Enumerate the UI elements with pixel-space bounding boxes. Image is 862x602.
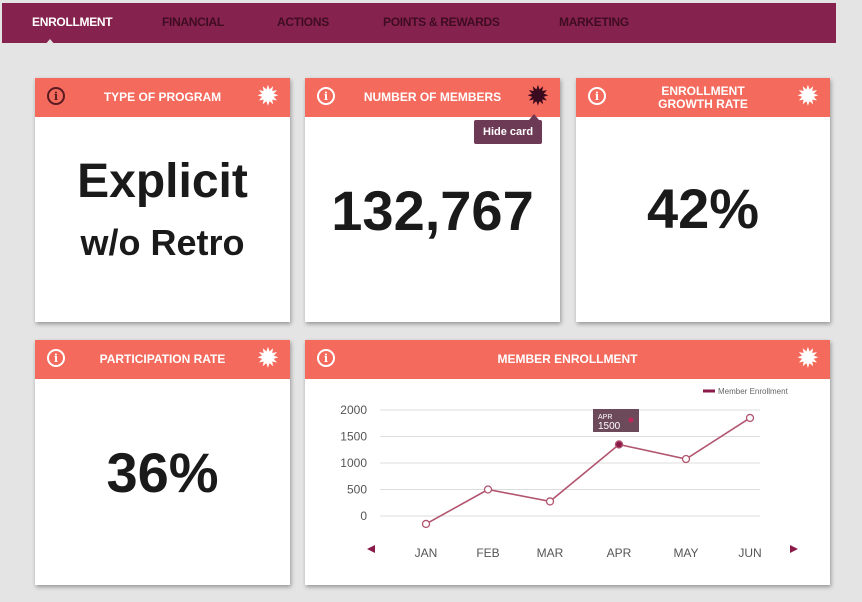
card-type-of-program: i TYPE OF PROGRAM ✹ Explicit w/o Retro — [35, 78, 290, 322]
data-point — [745, 413, 755, 423]
legend-label: Member Enrollment — [718, 387, 789, 396]
program-type-value: Explicit — [77, 155, 248, 208]
data-point — [421, 519, 431, 529]
card-title: MEMBER ENROLLMENT — [497, 352, 638, 366]
hide-card-tooltip[interactable]: Hide card — [474, 114, 543, 144]
card-title: ENROLLMENT GROWTH RATE — [658, 83, 748, 111]
card-header: i MEMBER ENROLLMENT ✹ — [305, 340, 830, 379]
active-tab-indicator — [44, 39, 56, 46]
tooltip-dot — [628, 417, 634, 423]
gear-icon[interactable]: ✹ — [257, 83, 278, 110]
info-icon[interactable]: i — [588, 87, 606, 105]
data-point — [681, 454, 691, 464]
card-header: i PARTICIPATION RATE ✹ — [35, 340, 290, 379]
y-tick-label: 500 — [347, 483, 367, 497]
card-enrollment-growth-rate: i ENROLLMENT GROWTH RATE ✹ 42% — [576, 78, 830, 322]
y-tick-label: 2000 — [340, 403, 367, 417]
card-title: NUMBER OF MEMBERS — [363, 90, 502, 104]
gear-icon[interactable]: ✹ — [257, 345, 278, 372]
tooltip-label: APR — [598, 414, 612, 421]
tab-marketing[interactable]: MARKETING — [559, 15, 629, 29]
card-header: i NUMBER OF MEMBERS ✹ — [305, 78, 560, 117]
title-line-1: ENROLLMENT — [661, 83, 745, 98]
program-type-subvalue: w/o Retro — [80, 222, 245, 263]
data-point — [545, 497, 555, 506]
y-tick-label: 1500 — [340, 430, 367, 444]
x-tick-label: MAY — [673, 546, 698, 560]
series-line — [425, 417, 751, 525]
info-icon[interactable]: i — [47, 349, 65, 367]
y-tick-label: 0 — [360, 509, 367, 523]
gear-icon[interactable]: ✹ — [797, 83, 818, 110]
x-tick-label: JUN — [738, 546, 761, 560]
info-icon[interactable]: i — [317, 87, 335, 105]
title-line-2: GROWTH RATE — [658, 96, 748, 111]
card-member-enrollment: i MEMBER ENROLLMENT ✹ 2000 1500 1000 500 0 JA… — [305, 340, 830, 585]
card-participation-rate: i PARTICIPATION RATE ✹ 36% — [35, 340, 290, 585]
tab-enrollment[interactable]: ENROLLMENT — [32, 15, 113, 29]
tab-financial[interactable]: FINANCIAL — [162, 15, 224, 29]
gear-icon[interactable]: ✹ — [797, 345, 818, 372]
card-header: i TYPE OF PROGRAM ✹ — [35, 78, 290, 117]
info-icon[interactable]: i — [47, 87, 65, 105]
top-nav: ENROLLMENT FINANCIAL ACTIONS POINTS & RE… — [2, 3, 836, 46]
card-number-of-members: i NUMBER OF MEMBERS ✹ 132,767 — [305, 78, 560, 322]
x-tick-label: FEB — [476, 546, 499, 560]
prev-arrow-icon[interactable] — [367, 545, 375, 553]
card-title: TYPE OF PROGRAM — [103, 90, 222, 104]
tooltip-box — [593, 409, 639, 432]
tab-points-rewards[interactable]: POINTS & REWARDS — [383, 15, 500, 29]
x-tick-label: JAN — [415, 546, 438, 560]
members-value: 132,767 — [331, 179, 534, 242]
tooltip-value: 1500 — [598, 421, 621, 432]
enrollment-chart: 2000 1500 1000 500 0 JAN FEB MAR APR MAY JUN Member… — [340, 387, 798, 560]
data-point — [614, 440, 624, 449]
info-icon[interactable]: i — [317, 349, 335, 367]
gear-icon[interactable]: ✹ — [527, 83, 548, 110]
participation-value: 36% — [106, 441, 219, 504]
y-tick-label: 1000 — [340, 456, 367, 470]
card-title: PARTICIPATION RATE — [99, 352, 226, 366]
x-tick-label: MAR — [537, 546, 564, 560]
x-tick-label: APR — [607, 546, 632, 560]
growth-rate-value: 42% — [646, 177, 760, 240]
data-point — [483, 485, 493, 494]
next-arrow-icon[interactable] — [790, 545, 798, 553]
card-header: i ENROLLMENT GROWTH RATE ✹ — [576, 78, 830, 117]
tab-actions[interactable]: ACTIONS — [277, 15, 329, 29]
